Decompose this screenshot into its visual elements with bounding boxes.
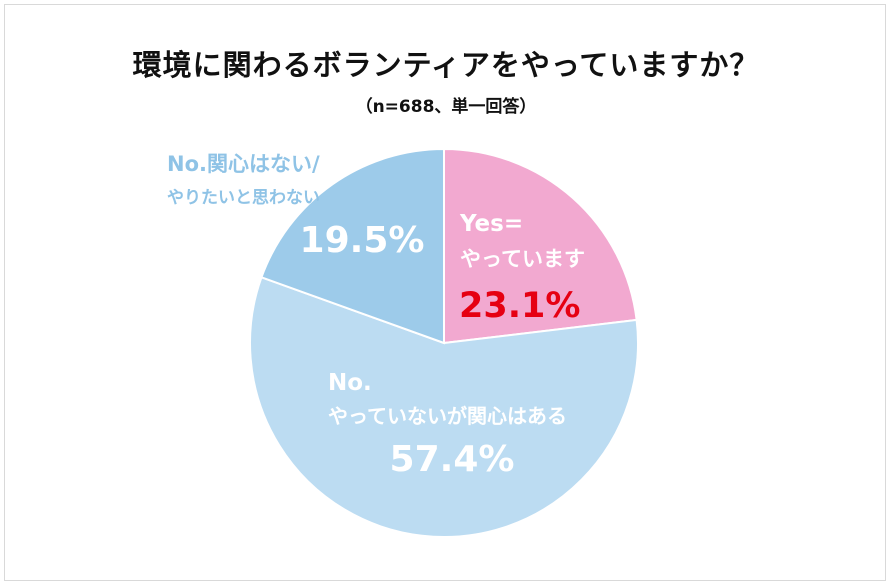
slice-label-yes-line1: Yes= — [459, 211, 523, 237]
slice-label-no-interested-line2: やっていないが関心はある — [328, 404, 567, 428]
chart-title: 環境に関わるボランティアをやっていますか？ — [132, 48, 760, 82]
slice-percent-no-interested: 57.4% — [390, 439, 515, 480]
slice-label-no-not-interested-line2: やりたいと思わない — [167, 188, 320, 208]
slice-label-no-interested-line1: No. — [328, 370, 372, 396]
slice-percent-yes: 23.1% — [459, 286, 580, 326]
pie-slice-yes — [443, 147, 638, 345]
pie-slices — [249, 147, 639, 538]
pie-slice-no-interested — [249, 275, 639, 538]
pie-slice-no-not-interested — [260, 147, 445, 345]
slice-label-yes-line2: やっています — [460, 247, 585, 271]
chart-subtitle: （n=688、単一回答） — [355, 97, 537, 117]
slice-percent-no-not-interested: 19.5% — [300, 220, 425, 261]
slice-label-no-not-interested-line1: No.関心はない/ — [167, 152, 320, 176]
